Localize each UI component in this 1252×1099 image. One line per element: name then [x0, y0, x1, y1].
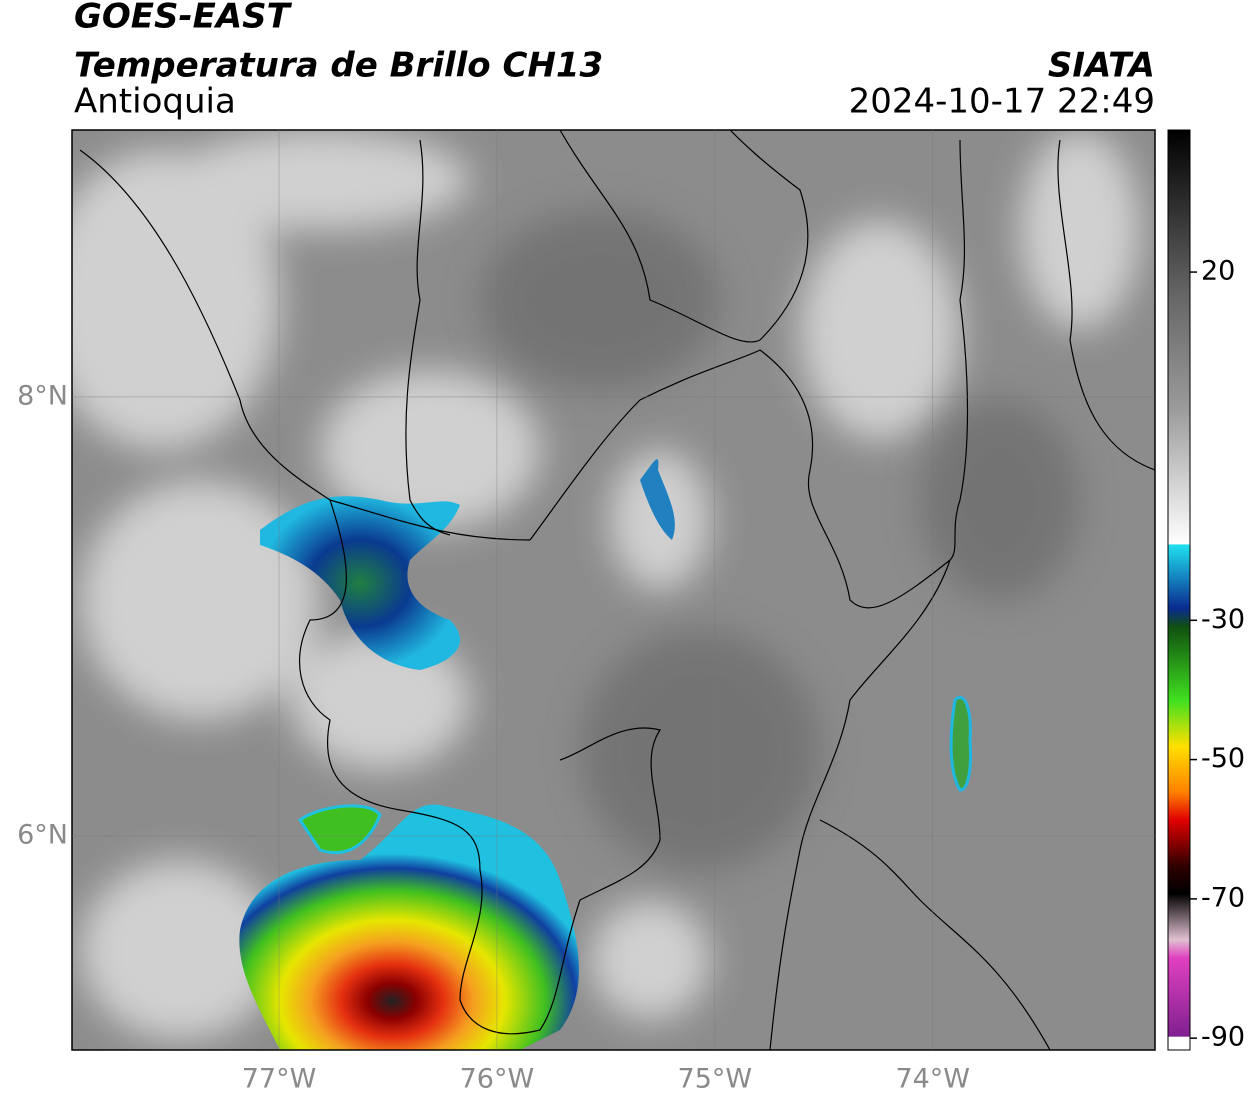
lon-tick-label: 76°W [460, 1064, 535, 1095]
lat-tick-label: 6°N [17, 819, 68, 850]
source: SIATA [1048, 46, 1155, 86]
colorbar-tick-label: -50 [1201, 743, 1245, 774]
colorbar-tick-label: -30 [1201, 604, 1245, 635]
lon-tick-label: 77°W [242, 1064, 317, 1095]
lat-tick-label: 8°N [17, 380, 68, 411]
colorbar [1167, 129, 1191, 1051]
colorbar-tick-label: -90 [1201, 1022, 1245, 1053]
map-frame [71, 129, 1156, 1051]
colorbar-tick-label: -70 [1201, 882, 1245, 913]
region: Antioquia [74, 82, 236, 122]
lon-tick-label: 74°W [895, 1064, 970, 1095]
lon-tick-label: 75°W [678, 1064, 753, 1095]
colorbar-tick-label: 20 [1201, 256, 1235, 287]
map-image [72, 130, 1155, 1050]
subtitle: Temperatura de Brillo CH13 [74, 46, 603, 86]
datetime: 2024-10-17 22:49 [849, 82, 1155, 122]
title: GOES-EAST [74, 0, 293, 37]
